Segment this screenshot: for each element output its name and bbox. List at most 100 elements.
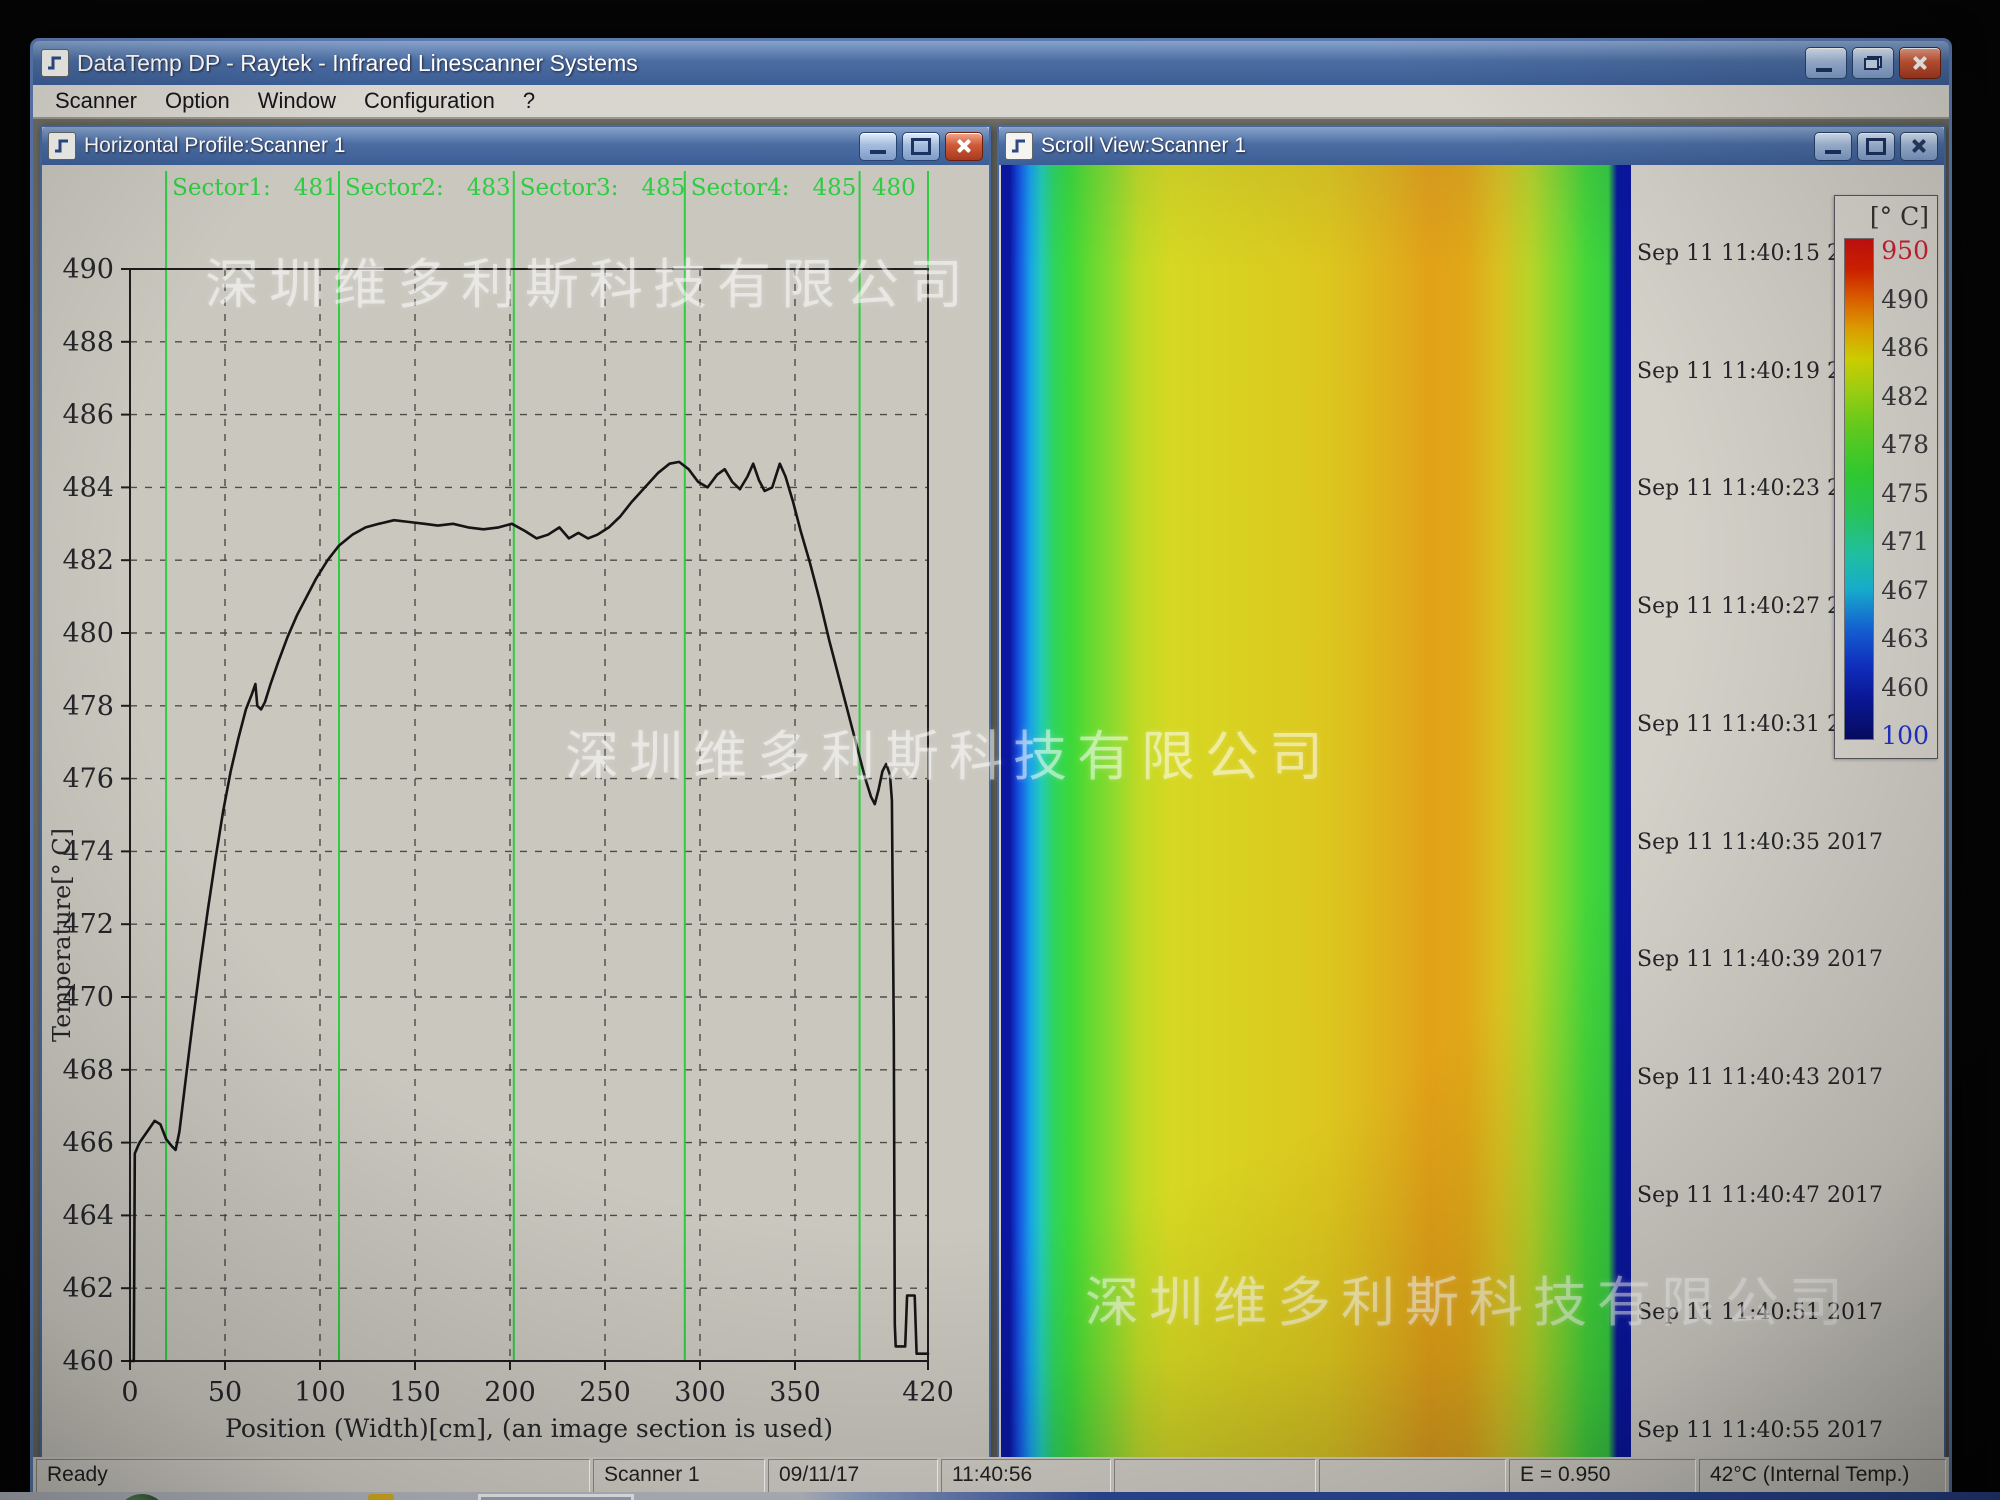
minimize-icon [1816,68,1832,72]
app-icon [41,49,69,77]
scan-timestamp: Sep 11 11:40:43 2017 [1637,1064,1883,1090]
scroll-close-button[interactable] [1900,131,1938,161]
scale-value-478: 478 [1881,430,1929,459]
menu-item-help[interactable]: ? [522,88,536,113]
scale-value-486: 486 [1881,333,1929,362]
scroll-view-window: Scroll View:Scanner 1 Sep 11 11:40:15 20… [997,125,1946,1457]
x-axis-title: Position (Width)[cm], (an image section … [225,1414,833,1443]
restore-button[interactable] [1852,47,1894,79]
status-cell-scanner-1: Scanner 1 [593,1459,765,1493]
scroll-minimize-button[interactable] [1814,131,1852,161]
scan-timestamp: Sep 11 11:40:55 2017 [1637,1418,1883,1443]
x-tick-label: 250 [579,1377,631,1408]
scale-value-490: 490 [1881,284,1929,314]
status-ready: Ready [36,1459,590,1493]
scan-timestamp: Sep 11 11:40:23 201 [1637,476,1869,502]
start-button[interactable] [116,1494,168,1500]
y-tick-label: 462 [62,1273,114,1304]
scale-value-950: 950 [1881,236,1929,265]
thermal-scan-image [1001,165,1631,1457]
y-tick-label: 460 [62,1346,114,1377]
menu-item-scanner[interactable]: Scanner [55,88,137,113]
x-tick-label: 150 [389,1377,441,1408]
sector-label: Sector3: 485 [520,175,686,201]
close-button[interactable] [1899,47,1941,79]
x-tick-label: 350 [769,1377,821,1408]
menu-item-configuration[interactable]: Configuration [364,88,495,113]
scroll-view-area: Sep 11 11:40:15 201 Sep 11 11:40:19 201 Se… [999,165,1944,1457]
profile-chart-area: 490 488 486 484 482 480 478 476 474 472 470 468 466 4… [42,165,989,1457]
scan-timestamp: Sep 11 11:40:39 2017 [1637,947,1883,973]
y-tick-label: 490 [62,254,114,285]
scale-value-475: 475 [1881,478,1929,508]
sector-label: Sector4: 485 [691,175,857,201]
taskbar-app-icon[interactable] [368,1494,394,1500]
temperature-curve [128,460,930,1363]
y-tick-label: 474 [62,836,114,867]
mdi-client-area: Horizontal Profile:Scanner 1 490 488 486 48… [33,119,1949,1457]
sector-label: Sector2: 483 [345,175,511,201]
y-tick-label: 488 [62,327,114,358]
profile-maximize-button[interactable] [902,131,940,161]
x-tick-label: 300 [674,1377,726,1408]
close-icon [1910,138,1928,154]
x-tick-label: 0 [121,1377,138,1408]
menu-item-option[interactable]: Option [164,88,230,113]
minimize-icon [870,149,886,154]
scan-timestamp: Sep 11 11:40:27 201 [1637,594,1869,620]
x-tick-label: 50 [208,1377,242,1408]
status-cell-empty [1114,1459,1316,1493]
y-tick-label: 472 [62,909,114,940]
scan-timestamp: Sep 11 11:40:19 201 [1637,358,1869,384]
scale-value-467: 467 [1881,575,1929,605]
menu-item-window[interactable]: Window [257,88,337,113]
profile-minimize-button[interactable] [859,131,897,161]
x-tick-label: 420 [902,1377,954,1408]
windows-taskbar[interactable] [0,1492,2000,1500]
profile-titlebar[interactable]: Horizontal Profile:Scanner 1 [42,127,989,165]
scan-timestamp: Sep 11 11:40:47 2017 [1637,1182,1883,1208]
temperature-scale: [° C] 950 490 486 482 478 475 471 467 463 460 100 [1834,195,1938,759]
scroll-maximize-button[interactable] [1857,131,1895,161]
app-title: DataTemp DP - Raytek - Infrared Linescan… [77,49,638,76]
scan-timestamp: Sep 11 11:40:15 201 [1637,241,1869,266]
y-tick-label: 486 [62,400,114,431]
scroll-window-icon [1005,132,1033,160]
scale-unit-label: [° C] [1869,202,1929,231]
scale-value-460: 460 [1881,672,1929,702]
scale-value-463: 463 [1881,624,1929,653]
taskbar-window-button[interactable] [478,1494,634,1500]
profile-close-button[interactable] [945,131,983,161]
status-cell-42-c-internal-temp-: 42°C (Internal Temp.) [1699,1459,1946,1493]
minimize-icon [1825,149,1841,154]
maximize-icon [1866,137,1886,155]
close-icon [955,138,973,154]
scroll-titlebar[interactable]: Scroll View:Scanner 1 [999,127,1944,165]
y-tick-label: 478 [62,691,114,722]
scan-timestamp: Sep 11 11:40:31 201 [1637,711,1869,737]
scale-value-471: 471 [1881,527,1929,556]
scale-value-100: 100 [1881,721,1929,750]
x-tick-label: 100 [294,1377,346,1408]
profile-window-icon [48,132,76,160]
scale-value-482: 482 [1881,381,1929,411]
x-tick-label: 200 [484,1377,536,1408]
y-tick-label: 484 [62,472,114,503]
status-cell-11-40-56: 11:40:56 [941,1459,1111,1493]
y-tick-label: 480 [62,618,114,649]
status-cell-empty [1319,1459,1506,1493]
scan-timestamp: Sep 11 11:40:51 2017 [1637,1300,1883,1326]
scan-timestamp: Sep 11 11:40:35 2017 [1637,829,1883,855]
close-icon [1911,55,1929,71]
menu-bar: Scanner Option Window Configuration? [33,85,1949,119]
y-tick-label: 482 [62,545,114,576]
plot-frame [129,268,929,1362]
sector-label: Sector1: 481 [172,175,338,201]
main-titlebar[interactable]: DataTemp DP - Raytek - Infrared Linescan… [33,41,1949,85]
profile-window-title: Horizontal Profile:Scanner 1 [84,134,346,157]
y-tick-label: 470 [62,982,114,1013]
temperature-profile-chart: 490 488 486 484 482 480 478 476 474 472 470 468 466 4… [48,171,954,1443]
maximize-icon [911,137,931,155]
minimize-button[interactable] [1805,47,1847,79]
